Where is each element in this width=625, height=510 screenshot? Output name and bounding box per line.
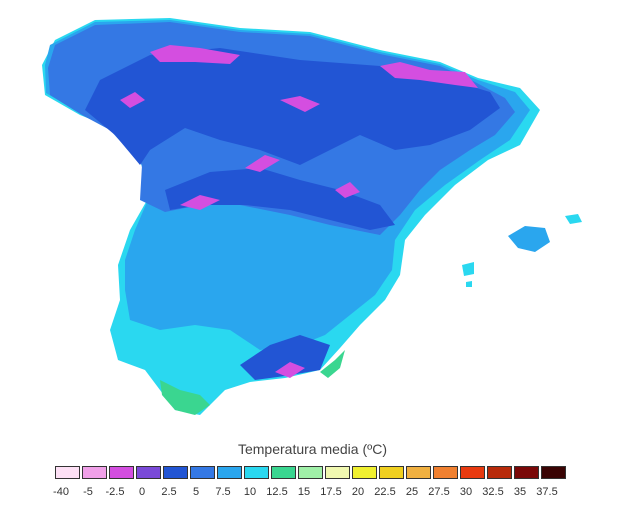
legend-swatch [55,466,80,479]
mountain-peaks-7 [335,182,360,198]
legend-tick-label: 20 [351,486,365,498]
legend-swatch [244,466,269,479]
legend-tick-label: 15 [297,486,311,498]
legend-swatch [298,466,323,479]
legend-swatch [541,466,566,479]
legend-swatch [190,466,215,479]
balearic-ibiza [462,262,474,276]
legend-tick-label: -40 [53,486,69,498]
legend-tick-label: 30 [459,486,473,498]
mountain-peaks-1 [150,45,240,64]
legend-tick-label: 0 [138,486,146,498]
spain-temperature-map [42,18,582,415]
balearic-formentera [466,281,472,287]
legend-tick-label: 27.5 [428,486,450,498]
legend-swatch [460,466,485,479]
south-mountains-cold [240,335,330,380]
mountain-peaks-6 [180,195,220,210]
legend-swatch [217,466,242,479]
legend-swatch [487,466,512,479]
mountain-peaks-3 [120,92,145,108]
legend-tick-label: 5 [192,486,200,498]
legend-swatch [433,466,458,479]
legend-swatch [325,466,350,479]
legend-swatches [55,466,568,480]
legend-swatch [271,466,296,479]
legend-tick-label: 37.5 [536,486,558,498]
legend-title: Temperatura media (ºC) [237,441,388,457]
legend-tick-labels: -40 -5 -2.5 0 2.5 5 7.5 10 12.5 15 17.5 20 22.5 25 27.… [0,486,625,502]
legend-tick-label: 22.5 [374,486,396,498]
mountain-peaks-2 [380,62,478,88]
legend-swatch [136,466,161,479]
legend-tick-label: 12.5 [266,486,288,498]
legend-swatch [352,466,377,479]
legend-swatch [163,466,188,479]
legend-tick-label: 17.5 [320,486,342,498]
legend-swatch [82,466,107,479]
southeast-coast-warm [320,350,345,378]
legend-swatch [379,466,404,479]
central-cold [165,168,395,230]
mountain-peaks-8 [275,362,305,378]
legend-tick-label: 35 [513,486,527,498]
balearic-mallorca [508,226,550,252]
mountain-peaks-4 [280,96,320,112]
legend-swatch [109,466,134,479]
south-coast-warm [160,380,210,415]
mountain-peaks-5 [245,155,280,172]
legend-tick-label: -2.5 [105,486,125,498]
legend-tick-label: 10 [243,486,257,498]
legend-swatch [406,466,431,479]
legend-swatch [514,466,539,479]
legend-tick-label: -5 [83,486,93,498]
legend-tick-label: 25 [405,486,419,498]
legend-tick-label: 7.5 [215,486,231,498]
legend-tick-label: 32.5 [482,486,504,498]
legend-tick-label: 2.5 [161,486,177,498]
balearic-menorca [565,214,582,224]
